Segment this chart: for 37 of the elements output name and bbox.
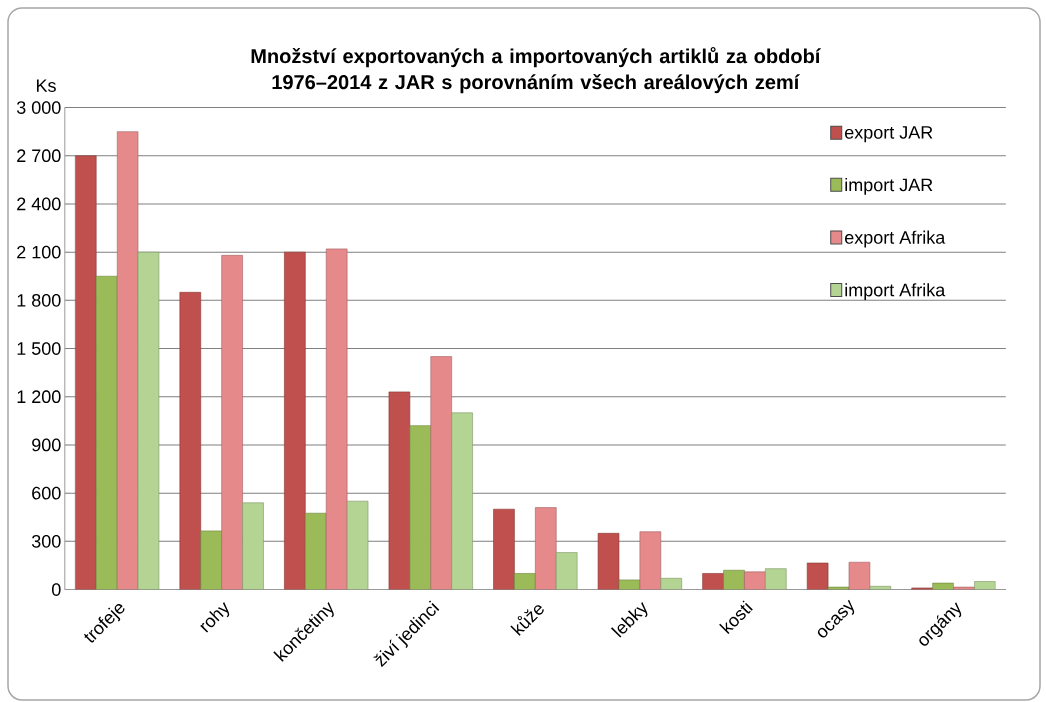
bar: [200, 530, 222, 590]
bar: [116, 131, 139, 590]
y-tick-label: 1 200: [17, 390, 61, 404]
y-tick-label: 1 500: [17, 342, 61, 355]
bar: [430, 356, 452, 590]
y-tick-label: 3 000: [16, 101, 61, 114]
bar: [535, 507, 557, 590]
bar: [388, 391, 411, 590]
chart-title: Množství exportovaných a importovaných artiklů za období 1976–2014 z JAR s porovnáním všech areálových zemí: [251, 46, 821, 94]
y-tick-label: 1 800: [17, 293, 61, 307]
bar: [242, 502, 264, 590]
bar: [765, 568, 787, 590]
bar: [284, 251, 306, 590]
y-tick-label: 2 100: [17, 245, 61, 259]
bar: [493, 508, 515, 590]
y-tick-label: 2 700: [17, 149, 61, 163]
bar: [409, 425, 432, 590]
bar: [74, 155, 97, 590]
legend-label: import JAR: [845, 178, 933, 195]
x-tick-label: rohy: [200, 602, 230, 633]
y-tick-label: 0: [51, 583, 61, 596]
y-tick-label: 2 400: [17, 197, 61, 211]
bar: [451, 412, 473, 590]
y-tick-label: 900: [32, 438, 61, 452]
legend-label: export Afrika: [845, 230, 946, 248]
bar: [137, 251, 160, 590]
bar: [179, 292, 202, 590]
legend-label: import Afrika: [845, 283, 946, 300]
bar: [221, 255, 243, 590]
y-tick-label: 300: [31, 534, 61, 548]
legend-label: export JAR: [845, 126, 933, 143]
y-tick-label: 600: [32, 486, 61, 500]
y-axis-title: Ks: [36, 79, 56, 92]
bar: [305, 512, 327, 590]
bar: [325, 248, 348, 590]
bar: [95, 275, 118, 590]
bar: [639, 531, 662, 590]
